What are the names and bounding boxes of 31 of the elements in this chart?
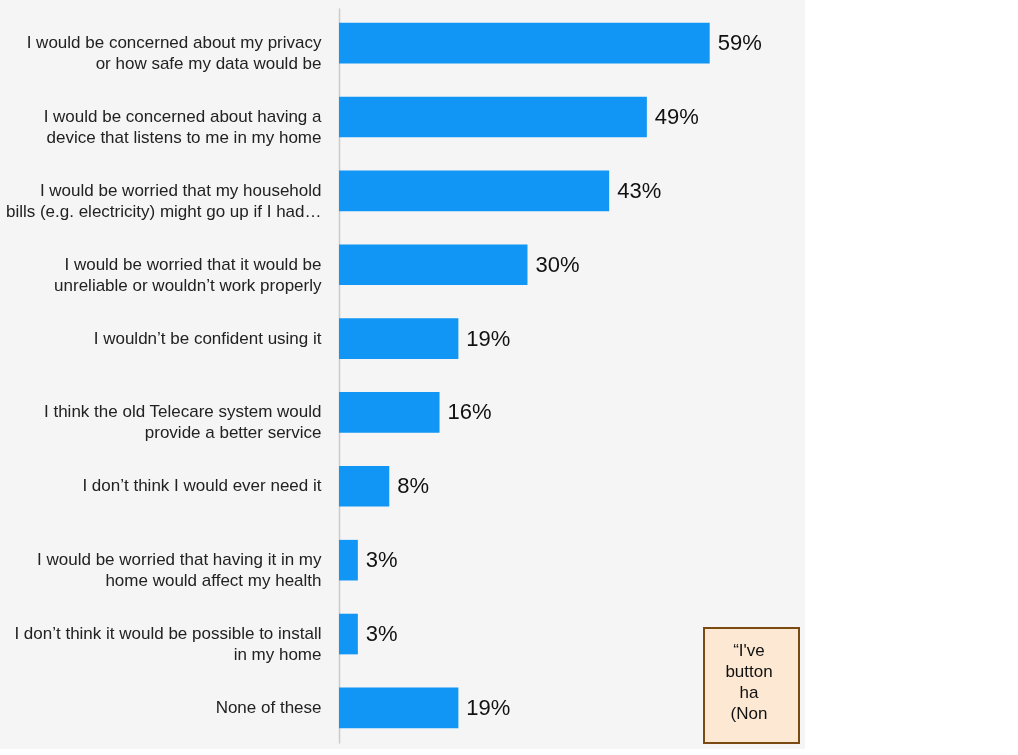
bar (339, 465, 390, 507)
data-label: 19% (466, 694, 511, 720)
bar (339, 22, 710, 64)
bar (339, 318, 459, 359)
data-label: 59% (717, 30, 762, 56)
bar (339, 96, 647, 138)
data-label: 43% (617, 177, 662, 203)
data-label: 16% (447, 399, 492, 425)
data-label: 30% (535, 251, 580, 277)
bar (339, 539, 358, 581)
data-label: 8% (397, 473, 430, 499)
y-tick-label: I would be concerned about my privacy or how safe my data would be (26, 33, 322, 74)
data-label: 3% (365, 621, 398, 647)
y-tick-label: I would be worried that having it in my home would affect my health (37, 550, 322, 591)
y-tick-label: I don’t think it would be possible to install in my home (14, 624, 322, 665)
bar (339, 244, 528, 286)
data-label: 19% (466, 325, 511, 351)
bar (339, 613, 358, 655)
y-tick-label: None of these (215, 697, 322, 717)
text: “I've button ha (Non (725, 641, 773, 723)
y-tick-label: I wouldn’t be confident using it (93, 328, 322, 348)
y-tick-label: I would be worried that it would be unreliable or wouldn’t work properly (54, 254, 322, 295)
data-label: 49% (654, 103, 699, 129)
y-tick-label: I would be worried that my household bills (e.g. electricity) might go up if I had… (5, 180, 322, 221)
data-label: 3% (365, 547, 398, 573)
bar (339, 687, 459, 729)
bar (339, 392, 440, 433)
y-tick-label: I think the old Telecare system would provide a better service (44, 402, 322, 443)
bar (339, 170, 610, 212)
y-tick-label: I would be concerned about having a device that listens to me in my home (43, 106, 323, 147)
y-tick-label: I don’t think I would ever need it (82, 476, 322, 496)
